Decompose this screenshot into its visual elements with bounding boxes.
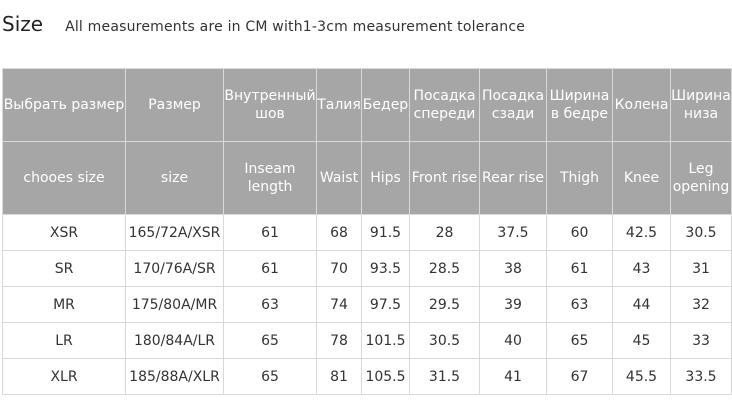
- size-chart-table: Выбрать размер Размер Внутренный шов Тали…: [2, 68, 732, 395]
- table-cell: XLR: [2, 358, 126, 395]
- size-title: Size: [2, 12, 44, 36]
- table-cell: 175/80A/MR: [125, 286, 224, 323]
- table-cell: 185/88A/XLR: [125, 358, 224, 395]
- table-row: SR 170/76A/SR 61 70 93.5 28.5 38 61 43 3…: [2, 250, 732, 287]
- table-cell: 37.5: [479, 214, 547, 251]
- table-cell: 60: [546, 214, 613, 251]
- table-cell: 170/76A/SR: [125, 250, 224, 287]
- table-cell: 63: [223, 286, 317, 323]
- table-cell: 68: [316, 214, 362, 251]
- table-cell: 65: [546, 322, 613, 359]
- table-cell: MR: [2, 286, 126, 323]
- table-cell: 61: [546, 250, 613, 287]
- table-cell: 67: [546, 358, 613, 395]
- header-cell: Колена: [612, 68, 671, 142]
- table-cell: 33.5: [670, 358, 732, 395]
- header-cell: Front rise: [409, 141, 480, 215]
- table-cell: 30.5: [670, 214, 732, 251]
- table-cell: LR: [2, 322, 126, 359]
- table-cell: 101.5: [361, 322, 410, 359]
- header-cell: Талия: [316, 68, 362, 142]
- header-cell: Leg opening: [670, 141, 732, 215]
- table-cell: 31.5: [409, 358, 480, 395]
- table-cell: 28: [409, 214, 480, 251]
- table-cell: 31: [670, 250, 732, 287]
- table-cell: 29.5: [409, 286, 480, 323]
- table-cell: 81: [316, 358, 362, 395]
- table-row: MR 175/80A/MR 63 74 97.5 29.5 39 63 44 3…: [2, 286, 732, 323]
- header-cell: Бедер: [361, 68, 410, 142]
- measurement-note: All measurements are in CM with1-3cm mea…: [65, 19, 526, 35]
- table-cell: 63: [546, 286, 613, 323]
- table-cell: 74: [316, 286, 362, 323]
- table-row: XSR 165/72A/XSR 61 68 91.5 28 37.5 60 42…: [2, 214, 732, 251]
- table-cell: 105.5: [361, 358, 410, 395]
- header-cell: chooes size: [2, 141, 126, 215]
- table-row: XLR 185/88A/XLR 65 81 105.5 31.5 41 67 4…: [2, 358, 732, 395]
- table-cell: 41: [479, 358, 547, 395]
- table-cell: 45: [612, 322, 671, 359]
- header-cell: Hips: [361, 141, 410, 215]
- header-cell: Thigh: [546, 141, 613, 215]
- header-cell: Inseam length: [223, 141, 317, 215]
- table-cell: 93.5: [361, 250, 410, 287]
- header-cell: Knee: [612, 141, 671, 215]
- table-cell: 91.5: [361, 214, 410, 251]
- header-cell: Rear rise: [479, 141, 547, 215]
- header-cell: Внутренный шов: [223, 68, 317, 142]
- table-row: LR 180/84A/LR 65 78 101.5 30.5 40 65 45 …: [2, 322, 732, 359]
- header-cell: Ширина низа: [670, 68, 732, 142]
- table-cell: 45.5: [612, 358, 671, 395]
- header-row-russian: Выбрать размер Размер Внутренный шов Тали…: [2, 68, 732, 142]
- header-cell: Размер: [125, 68, 224, 142]
- table-cell: 43: [612, 250, 671, 287]
- header-row-english: chooes size size Inseam length Waist Hips…: [2, 141, 732, 215]
- table-cell: 61: [223, 214, 317, 251]
- header-cell: Waist: [316, 141, 362, 215]
- header-cell: Ширина в бедре: [546, 68, 613, 142]
- table-cell: 39: [479, 286, 547, 323]
- title-row: Size All measurements are in CM with1-3c…: [2, 12, 525, 42]
- table-cell: 78: [316, 322, 362, 359]
- table-cell: 38: [479, 250, 547, 287]
- table-cell: 32: [670, 286, 732, 323]
- table-cell: 40: [479, 322, 547, 359]
- table-cell: 65: [223, 322, 317, 359]
- table-cell: 30.5: [409, 322, 480, 359]
- header-cell: Посадка спереди: [409, 68, 480, 142]
- table-cell: 61: [223, 250, 317, 287]
- table-cell: 70: [316, 250, 362, 287]
- header-cell: Выбрать размер: [2, 68, 126, 142]
- table-cell: XSR: [2, 214, 126, 251]
- table-cell: 28.5: [409, 250, 480, 287]
- table-cell: 44: [612, 286, 671, 323]
- header-cell: size: [125, 141, 224, 215]
- table-cell: SR: [2, 250, 126, 287]
- table-cell: 97.5: [361, 286, 410, 323]
- header-cell: Посадка сзади: [479, 68, 547, 142]
- table-cell: 180/84A/LR: [125, 322, 224, 359]
- table-cell: 65: [223, 358, 317, 395]
- table-cell: 33: [670, 322, 732, 359]
- table-cell: 165/72A/XSR: [125, 214, 224, 251]
- table-cell: 42.5: [612, 214, 671, 251]
